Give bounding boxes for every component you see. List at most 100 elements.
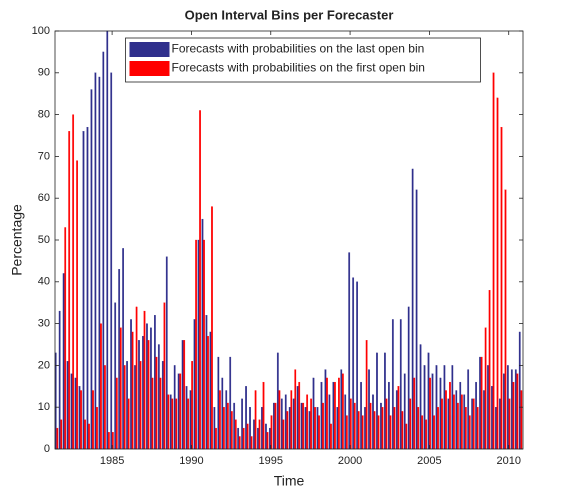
bar <box>159 377 162 450</box>
bar <box>76 160 78 450</box>
bar <box>460 394 463 450</box>
y-tick-label: 70 <box>38 150 50 162</box>
bar <box>318 415 320 450</box>
bar <box>181 340 184 450</box>
bar <box>407 306 410 450</box>
bar <box>480 356 483 450</box>
bar <box>62 273 65 450</box>
bar <box>265 423 267 450</box>
bar <box>441 398 443 450</box>
bar <box>209 331 212 450</box>
bar <box>138 340 140 450</box>
bar <box>512 381 515 450</box>
bar <box>94 72 97 450</box>
bar <box>90 89 93 450</box>
bar <box>330 423 332 450</box>
bar <box>476 407 479 450</box>
legend-swatch <box>129 42 170 57</box>
bar <box>234 419 237 450</box>
bar <box>74 377 77 450</box>
bar <box>487 365 489 450</box>
bar <box>405 423 408 450</box>
bar <box>381 407 384 450</box>
bar <box>276 352 279 450</box>
bar <box>459 381 462 450</box>
bar <box>84 419 86 450</box>
bar <box>320 381 323 450</box>
bar <box>425 419 428 450</box>
bar <box>334 381 336 450</box>
bar <box>189 390 192 450</box>
bar <box>496 97 499 450</box>
legend-box <box>125 37 481 83</box>
bar <box>185 386 188 450</box>
bar <box>368 369 370 450</box>
bar <box>131 331 134 450</box>
bar <box>60 419 63 450</box>
bar <box>397 386 400 450</box>
bar <box>439 377 442 450</box>
bar <box>197 239 200 450</box>
bar <box>365 340 368 450</box>
legend-swatch <box>129 61 170 76</box>
bar <box>270 415 273 450</box>
bar <box>282 419 285 450</box>
bar <box>122 248 125 450</box>
bar <box>475 381 477 450</box>
bar <box>278 390 281 450</box>
bar <box>352 277 355 450</box>
bar <box>357 411 360 450</box>
bar <box>479 356 481 450</box>
bar <box>514 369 517 450</box>
bar <box>245 386 247 450</box>
bar <box>415 189 418 450</box>
bar <box>316 407 319 450</box>
bar <box>261 407 263 450</box>
bar <box>302 402 305 450</box>
x-tick-label: 2010 <box>496 455 520 467</box>
bar <box>499 398 501 450</box>
bar <box>98 76 101 450</box>
bar <box>167 394 170 450</box>
bar <box>399 319 402 450</box>
bar <box>468 415 471 450</box>
bar <box>253 419 255 450</box>
bar <box>457 402 459 450</box>
bar <box>266 432 269 450</box>
bar <box>393 407 396 450</box>
bar <box>344 394 347 450</box>
bar <box>249 407 251 450</box>
bar <box>58 310 61 450</box>
bar <box>455 390 458 450</box>
bar <box>377 415 380 450</box>
bar <box>171 398 174 450</box>
bar <box>360 381 362 450</box>
bar <box>225 390 228 450</box>
bar <box>219 390 221 450</box>
bar <box>443 365 446 450</box>
bar <box>376 352 378 450</box>
bar <box>215 427 217 450</box>
bar <box>292 398 295 450</box>
bar <box>191 361 194 450</box>
bar <box>423 365 426 450</box>
bar <box>308 411 311 450</box>
bar <box>361 415 364 450</box>
bar <box>345 415 348 450</box>
bar <box>472 398 475 450</box>
bar <box>290 390 293 450</box>
bar <box>157 344 160 450</box>
bar <box>161 361 164 450</box>
y-tick-label: 40 <box>38 276 50 288</box>
bar <box>199 110 201 450</box>
bar <box>324 369 327 450</box>
bar <box>154 315 156 450</box>
bar <box>510 369 513 450</box>
bar <box>395 390 398 450</box>
bar <box>163 302 166 450</box>
bar <box>230 411 233 450</box>
bar <box>92 390 94 450</box>
bar <box>242 427 245 450</box>
bar <box>427 352 430 450</box>
